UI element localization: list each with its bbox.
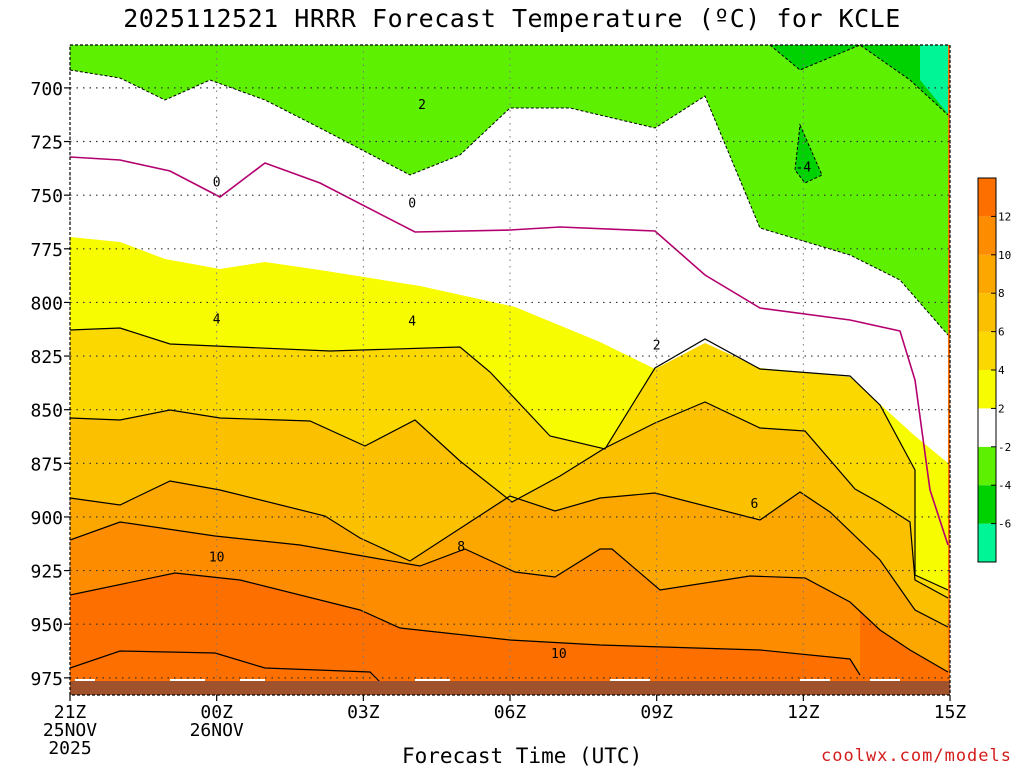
y-tick-label-925: 925 — [30, 562, 63, 583]
colorbar-label-3: 2 — [998, 402, 1005, 415]
contour-label-8: 8 — [457, 540, 465, 555]
contour-label-5: 4 — [408, 315, 416, 330]
y-tick-label-950: 950 — [30, 615, 63, 636]
isotherm-10 — [70, 572, 861, 676]
band--8 — [900, 45, 948, 114]
colorbar-label-6: 8 — [998, 287, 1005, 300]
x-tick-label-6-0: 03Z — [347, 702, 380, 723]
colorbar-swatch-1 — [978, 485, 996, 524]
contour-label-0: 2 — [418, 98, 426, 113]
x-tick-label-0-1: 25NOV — [43, 720, 97, 741]
y-tick-label-725: 725 — [30, 133, 63, 154]
x-tick-label-15-0: 12Z — [787, 702, 820, 723]
colorbar: -6 -4 -2 2 4 6 8 10 12 — [977, 177, 1012, 563]
x-tick-label-12-0: 09Z — [640, 702, 673, 723]
contour-labels: 2 -4 0 0 4 4 2 6 8 10 10 — [209, 98, 812, 662]
colorbar-label-8: 12 — [998, 210, 1011, 223]
colorbar-label-2: -2 — [998, 441, 1011, 454]
isotherm-minus4-pocket — [794, 123, 823, 184]
contour-label-2: 0 — [213, 175, 221, 190]
colorbar-swatch-6 — [978, 293, 996, 332]
credit-text: coolwx.com/models — [821, 746, 1012, 766]
ground-fill — [70, 681, 950, 695]
x-tick-label-18-0: 15Z — [934, 702, 967, 723]
contour-label-6: 2 — [653, 338, 661, 353]
y-tick-label-850: 850 — [30, 401, 63, 422]
chart-title: 2025112521 HRRR Forecast Temperature (ºC… — [123, 4, 901, 33]
y-tick-label-775: 775 — [30, 240, 63, 261]
y-axis-ticks: 700 725 750 775 800 825 850 875 900 925 950 975 — [30, 79, 70, 690]
y-tick-label-900: 900 — [30, 508, 63, 529]
isotherm-4 — [70, 401, 949, 599]
ground-layer — [70, 679, 950, 695]
contour-label-3: 0 — [408, 197, 416, 212]
y-tick-label-800: 800 — [30, 293, 63, 314]
band-pocket-minus4 — [795, 125, 822, 183]
colorbar-swatch-9 — [978, 178, 996, 217]
colorbar-swatch-7 — [978, 254, 996, 294]
colorbar-swatch-0 — [978, 523, 996, 562]
y-tick-label-975: 975 — [30, 669, 63, 690]
y-tick-label-825: 825 — [30, 347, 63, 368]
contour-label-7: 6 — [751, 497, 759, 512]
contour-label-10: 10 — [551, 647, 567, 662]
colorbar-label-4: 4 — [998, 364, 1005, 377]
y-tick-label-750: 750 — [30, 186, 63, 207]
colorbar-label-5: 6 — [998, 326, 1005, 339]
x-tick-label-3-1: 26NOV — [190, 720, 244, 741]
x-tick-label-0-0: 21Z — [54, 702, 87, 723]
isotherm-minus4 — [769, 45, 949, 116]
contour-label-4: 4 — [213, 313, 221, 328]
colorbar-swatch-3 — [978, 408, 996, 447]
y-tick-label-875: 875 — [30, 454, 63, 475]
band--6 — [770, 45, 948, 115]
x-tick-label-9-0: 06Z — [494, 702, 527, 723]
isotherm-8 — [70, 521, 949, 673]
colorbar-label-0: -6 — [998, 518, 1011, 531]
colorbar-swatch-4 — [978, 370, 996, 409]
isotherm-minus2 — [70, 69, 949, 336]
isotherm-12 — [70, 650, 381, 683]
colorbar-swatch-8 — [978, 216, 996, 255]
isotherm-6 — [70, 480, 949, 628]
x-tick-label-0-2: 2025 — [48, 738, 91, 759]
y-tick-label-700: 700 — [30, 79, 63, 100]
x-tick-label-3-0: 00Z — [200, 702, 233, 723]
contour-label-1: -4 — [796, 160, 812, 175]
colorbar-label-1: -4 — [998, 479, 1012, 492]
contour-lines — [70, 45, 949, 683]
colorbar-swatch-5 — [978, 331, 996, 370]
colorbar-label-7: 10 — [998, 249, 1011, 262]
band--4 — [70, 45, 948, 335]
contour-label-9: 10 — [209, 551, 225, 566]
isotherm-0 — [70, 156, 949, 546]
isotherm-2 — [70, 327, 949, 591]
colorbar-swatch-2 — [978, 446, 996, 486]
x-axis-label: Forecast Time (UTC) — [402, 744, 643, 768]
